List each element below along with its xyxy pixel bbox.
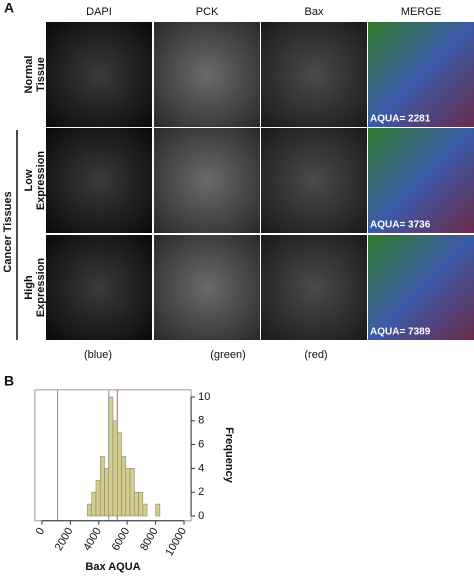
histogram-bar — [138, 491, 144, 517]
y-axis-title: Frequency — [223, 427, 235, 484]
histogram-bar — [129, 468, 135, 517]
x-tick-label: 8000 — [138, 526, 161, 553]
x-axis-title: Bax AQUA — [85, 561, 140, 573]
aqua-label: AQUA= 2281 — [370, 114, 431, 125]
x-tick-label: 6000 — [110, 526, 133, 553]
y-tick-label: 2 — [198, 486, 204, 498]
y-tick-label: 10 — [198, 391, 210, 403]
micrograph — [368, 128, 474, 233]
histogram-bar — [95, 479, 101, 517]
histogram-bar — [87, 503, 93, 517]
micrograph — [46, 235, 152, 340]
micrograph — [154, 235, 260, 340]
row-label: Expression — [35, 258, 47, 318]
panel-label: A — [4, 0, 14, 16]
aqua-label: AQUA= 7389 — [370, 327, 431, 338]
y-tick-label: 6 — [198, 439, 204, 451]
channel-label: (blue) — [84, 349, 112, 361]
histogram-bar — [112, 420, 118, 517]
row-label: Tissue — [35, 57, 47, 92]
row-label: Normal — [23, 56, 35, 94]
column-header: PCK — [196, 6, 219, 18]
aqua-label: AQUA= 3736 — [370, 220, 431, 231]
histogram-bar — [116, 432, 122, 517]
histogram-bar — [99, 456, 105, 517]
row-label: High — [23, 275, 35, 300]
y-tick-label: 0 — [198, 510, 204, 522]
micrograph — [46, 128, 152, 233]
micrograph — [154, 128, 260, 233]
column-header: Bax — [305, 6, 324, 18]
histogram-bar — [91, 491, 97, 517]
panel-label: B — [4, 373, 14, 389]
group-label: Cancer Tissues — [2, 191, 14, 272]
micrograph — [261, 235, 367, 340]
y-tick-label: 4 — [198, 462, 204, 474]
histogram-bar — [155, 503, 161, 517]
micrograph — [46, 22, 152, 127]
micrograph — [261, 128, 367, 233]
row-label: Expression — [35, 151, 47, 211]
channel-label: (green) — [210, 349, 245, 361]
micrograph — [368, 235, 474, 340]
histogram-bar — [104, 468, 110, 517]
channel-label: (red) — [304, 349, 327, 361]
micrograph — [368, 22, 474, 127]
x-tick-label: 2000 — [53, 526, 76, 553]
histogram-bar — [142, 503, 148, 517]
micrograph — [154, 22, 260, 127]
x-tick-label: 0 — [34, 526, 47, 537]
histogram-bar — [121, 456, 127, 517]
histogram-bar — [108, 396, 114, 517]
x-tick-label: 10000 — [163, 526, 189, 558]
y-tick-label: 8 — [198, 415, 204, 427]
row-label: Low — [23, 169, 35, 191]
histogram-bar — [134, 491, 139, 517]
column-header: DAPI — [86, 6, 112, 18]
micrograph — [261, 22, 367, 127]
histogram-bar — [125, 468, 131, 517]
column-header: MERGE — [401, 6, 441, 18]
x-tick-label: 4000 — [81, 526, 104, 553]
